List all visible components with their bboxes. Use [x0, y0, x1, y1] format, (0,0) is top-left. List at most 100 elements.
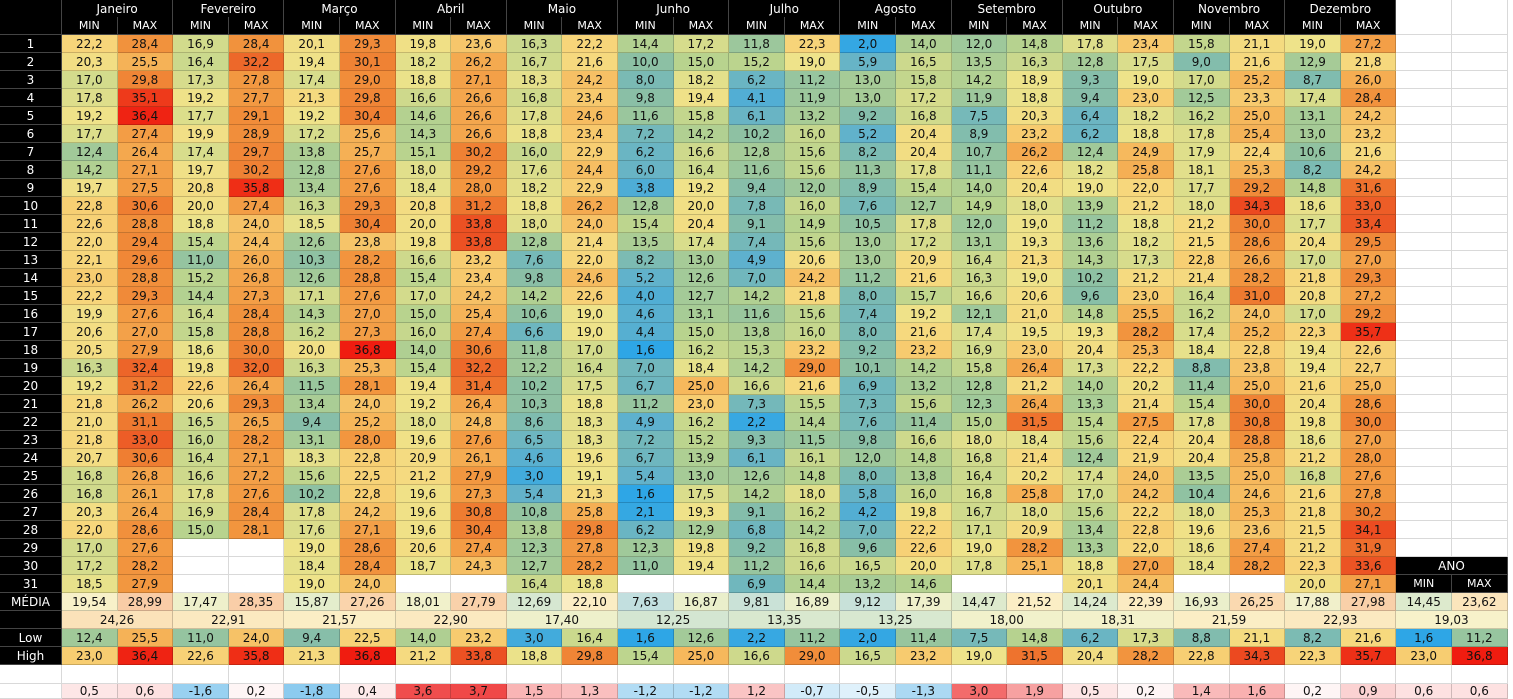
temp-cell: 27,6: [340, 287, 396, 305]
temp-cell: 18,5: [62, 575, 118, 593]
temp-cell: 34,3: [1229, 197, 1286, 215]
temp-cell: 35,1: [117, 89, 174, 107]
temp-cell: 16,6: [395, 89, 452, 107]
media-cell: 14,47: [951, 593, 1008, 611]
row-label: [0, 611, 62, 629]
blank-cell: [1118, 665, 1174, 684]
temp-cell: 18,8: [1118, 215, 1174, 233]
blank-cell: [451, 665, 507, 684]
temp-cell: 27,1: [340, 521, 396, 539]
temp-cell: 22,2: [1118, 359, 1174, 377]
temp-cell: 2,1: [618, 503, 674, 521]
temp-cell: 14,9: [951, 197, 1008, 215]
temp-cell: 15,0: [673, 323, 730, 341]
temp-cell: 20,0: [284, 341, 340, 359]
temp-cell: 18,0: [784, 485, 841, 503]
temp-cell: 36,8: [340, 341, 396, 359]
col-label: MIN: [1285, 17, 1341, 35]
temp-cell: 13,9: [673, 449, 730, 467]
temp-cell: 26,6: [451, 125, 507, 143]
temp-cell: 18,3: [562, 431, 618, 449]
blank-cell: [562, 665, 618, 684]
high-cell: 31,5: [1007, 647, 1063, 665]
blank-cell: [1452, 179, 1508, 197]
blank-cell: [729, 665, 785, 684]
temp-cell: 15,6: [784, 161, 841, 179]
temp-cell: 4,6: [506, 449, 563, 467]
temp-cell: 31,9: [1340, 539, 1397, 557]
temp-cell: 27,0: [1340, 251, 1397, 269]
temp-cell: 17,8: [1174, 125, 1230, 143]
temp-cell: 3,8: [618, 179, 674, 197]
temp-cell: 20,2: [1118, 377, 1174, 395]
temp-cell: 26,2: [117, 395, 174, 413]
low-cell: 2,0: [840, 629, 896, 647]
temp-cell: 28,2: [340, 251, 396, 269]
temp-cell: 17,5: [562, 377, 618, 395]
temp-cell: 16,0: [784, 125, 841, 143]
high-cell: 16,6: [729, 647, 785, 665]
low-cell: 7,5: [951, 629, 1008, 647]
col-label: MAX: [1452, 575, 1508, 593]
temp-cell: 21,6: [562, 53, 618, 71]
temp-cell: 16,8: [784, 539, 841, 557]
temp-cell: 13,0: [673, 467, 730, 485]
day-label: 12: [0, 233, 62, 251]
temp-cell: 22,6: [1007, 161, 1063, 179]
temp-cell: 14,2: [729, 287, 785, 305]
col-label: MAX: [1118, 17, 1174, 35]
day-label: 8: [0, 161, 62, 179]
temp-cell: 11,4: [896, 413, 952, 431]
temp-cell: 20,8: [1285, 287, 1341, 305]
temp-cell: 18,4: [395, 179, 452, 197]
empty-cell: [1229, 575, 1286, 593]
temp-cell: 23,2: [896, 341, 952, 359]
temp-cell: 27,6: [340, 179, 396, 197]
temp-cell: 9,3: [729, 431, 785, 449]
temp-cell: 18,2: [1118, 233, 1174, 251]
temp-cell: 19,9: [62, 305, 118, 323]
temp-cell: 19,6: [395, 431, 452, 449]
temp-cell: 18,8: [1062, 557, 1119, 575]
temp-cell: 18,6: [173, 341, 229, 359]
temp-cell: 17,8: [506, 107, 563, 125]
temp-cell: 21,2: [1007, 377, 1063, 395]
temp-cell: 21,3: [1007, 251, 1063, 269]
empty-cell: [173, 557, 229, 575]
temp-cell: 13,9: [1062, 197, 1119, 215]
empty-cell: [228, 539, 285, 557]
temp-cell: 20,8: [395, 197, 452, 215]
temp-cell: 27,2: [1340, 35, 1397, 53]
diff-cell: 0,5: [1062, 684, 1119, 699]
day-label: 21: [0, 395, 62, 413]
temp-cell: 11,0: [618, 557, 674, 575]
month-header: Fevereiro: [173, 0, 285, 18]
temp-cell: 7,3: [840, 395, 896, 413]
temp-cell: 25,4: [451, 305, 507, 323]
blank-cell: [1062, 665, 1119, 684]
temp-cell: 7,5: [951, 107, 1008, 125]
media-cell: 28,35: [228, 593, 285, 611]
day-label: 10: [0, 197, 62, 215]
temp-cell: 23,2: [784, 341, 841, 359]
temp-cell: 17,2: [896, 233, 952, 251]
temp-cell: 21,6: [1229, 53, 1286, 71]
blank-cell: [62, 665, 118, 684]
temp-cell: 33,8: [451, 215, 507, 233]
high-cell: 36,8: [1452, 647, 1508, 665]
temp-cell: 11,9: [784, 89, 841, 107]
temp-cell: 17,0: [1174, 71, 1230, 89]
temp-cell: 23,4: [451, 269, 507, 287]
temp-cell: 29,2: [1340, 305, 1397, 323]
temp-cell: 20,6: [784, 251, 841, 269]
temp-cell: 20,4: [1285, 233, 1341, 251]
temp-cell: 24,6: [562, 107, 618, 125]
temp-cell: 17,8: [173, 485, 229, 503]
temp-cell: 15,6: [1062, 503, 1119, 521]
blank-cell: [1396, 485, 1452, 503]
temp-cell: 13,2: [840, 575, 896, 593]
blank-cell: [1452, 35, 1508, 53]
temp-cell: 16,6: [395, 251, 452, 269]
temp-cell: 27,6: [1340, 467, 1397, 485]
temp-cell: 7,8: [729, 197, 785, 215]
